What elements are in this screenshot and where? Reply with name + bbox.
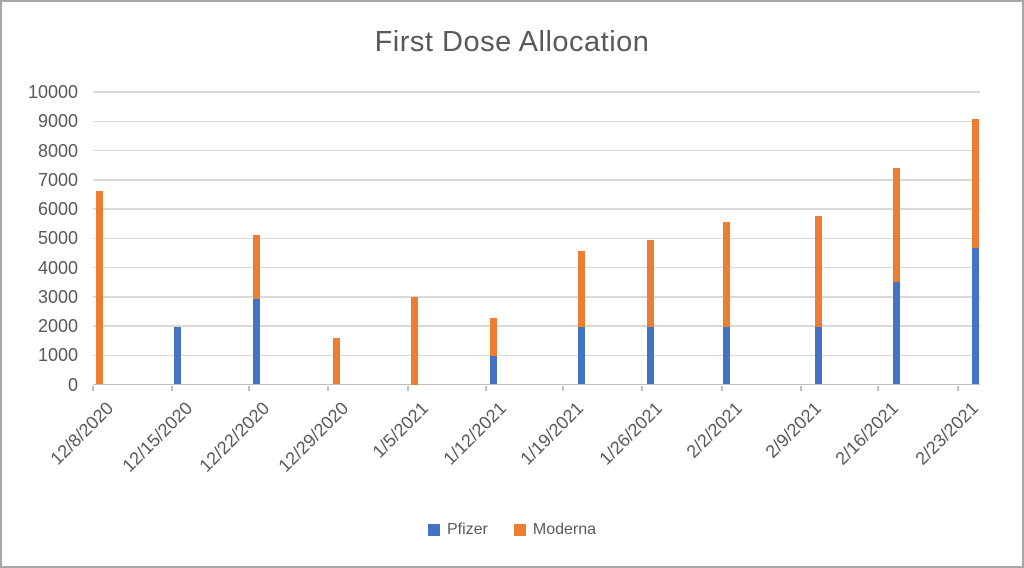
y-axis-tick-label: 1000 bbox=[37, 345, 78, 366]
x-axis-tick-label: 1/26/2021 bbox=[595, 397, 667, 469]
x-axis-tick-label: 12/15/2020 bbox=[118, 397, 197, 476]
x-axis-tick-label: 1/5/2021 bbox=[368, 397, 433, 462]
gridline bbox=[93, 237, 980, 239]
bar-segment-moderna bbox=[95, 191, 103, 385]
bar-segment-moderna bbox=[252, 234, 260, 299]
bar-segment-moderna bbox=[814, 216, 822, 328]
x-axis-tick-label: 1/19/2021 bbox=[516, 397, 588, 469]
y-axis-tick-label: 8000 bbox=[37, 140, 78, 161]
x-axis-tick bbox=[171, 385, 173, 391]
x-axis-tick-label: 12/29/2020 bbox=[274, 397, 353, 476]
x-axis-tick bbox=[721, 385, 723, 391]
x-axis-tick-label: 2/23/2021 bbox=[911, 397, 983, 469]
x-axis-tick-label: 2/2/2021 bbox=[682, 397, 747, 462]
x-axis-tick bbox=[327, 385, 329, 391]
x-axis-tick bbox=[92, 385, 94, 391]
bar-segment-pfizer bbox=[722, 327, 730, 385]
legend-item-moderna: Moderna bbox=[513, 521, 597, 539]
x-axis-tick bbox=[407, 385, 409, 391]
x-axis-tick-label: 2/9/2021 bbox=[761, 397, 826, 462]
x-axis-line bbox=[93, 383, 980, 386]
gridline bbox=[93, 91, 980, 93]
chart-title: First Dose Allocation bbox=[374, 26, 650, 58]
bar-segment-pfizer bbox=[173, 327, 181, 385]
x-axis-tick bbox=[877, 385, 879, 391]
gridline bbox=[93, 208, 980, 210]
gridline bbox=[93, 266, 980, 269]
bar-segment-pfizer bbox=[489, 355, 497, 385]
y-axis-tick-label: 10000 bbox=[27, 82, 78, 102]
bar-segment-pfizer bbox=[892, 281, 900, 385]
bar-segment-pfizer bbox=[577, 327, 585, 385]
y-axis-tick-label: 7000 bbox=[37, 169, 78, 190]
gridline bbox=[93, 354, 980, 356]
gridline bbox=[93, 296, 980, 298]
bar-segment-moderna bbox=[646, 239, 654, 328]
x-axis-tick-label: 2/16/2021 bbox=[831, 397, 903, 469]
gridline bbox=[93, 179, 980, 181]
bar-segment-moderna bbox=[722, 222, 730, 328]
y-axis-tick-label: 6000 bbox=[37, 199, 78, 219]
pfizer-swatch-icon bbox=[427, 524, 440, 536]
bar-segment-pfizer bbox=[814, 327, 822, 385]
x-axis-tick-label: 12/22/2020 bbox=[195, 397, 274, 476]
legend-item-pfizer: Pfizer bbox=[427, 521, 488, 539]
bar-segment-moderna bbox=[332, 337, 340, 385]
x-axis-tick bbox=[562, 385, 564, 391]
legend-label: Moderna bbox=[532, 521, 597, 538]
y-axis-tick-label: 5000 bbox=[37, 228, 78, 249]
x-axis-tick bbox=[641, 385, 643, 391]
x-axis-tick bbox=[957, 385, 959, 391]
x-axis-tick bbox=[248, 385, 250, 391]
bar-segment-moderna bbox=[971, 118, 979, 248]
bar-segment-moderna bbox=[577, 251, 585, 328]
x-axis-tick-label: 1/12/2021 bbox=[439, 397, 511, 469]
x-axis-tick bbox=[800, 385, 802, 391]
bar-segment-pfizer bbox=[252, 298, 260, 385]
gridline bbox=[93, 149, 980, 152]
y-axis-tick-label: 0 bbox=[67, 374, 78, 395]
x-axis-tick-label: 12/8/2020 bbox=[46, 397, 118, 469]
bar-segment-pfizer bbox=[971, 247, 979, 385]
gridline bbox=[93, 325, 980, 327]
y-axis-tick-label: 3000 bbox=[37, 286, 78, 307]
bar-segment-moderna bbox=[892, 167, 900, 282]
y-axis-tick-label: 4000 bbox=[37, 257, 78, 278]
bar-segment-moderna bbox=[410, 296, 418, 385]
legend-label: Pfizer bbox=[446, 521, 488, 538]
legend: Pfizer Moderna bbox=[2, 521, 1022, 539]
bar-segment-pfizer bbox=[646, 327, 654, 385]
x-axis-tick bbox=[485, 385, 487, 391]
gridline bbox=[93, 120, 980, 122]
moderna-swatch-icon bbox=[513, 524, 526, 536]
y-axis-tick-label: 2000 bbox=[37, 316, 78, 336]
y-axis-tick-label: 9000 bbox=[37, 111, 78, 132]
bar-segment-moderna bbox=[489, 317, 497, 356]
